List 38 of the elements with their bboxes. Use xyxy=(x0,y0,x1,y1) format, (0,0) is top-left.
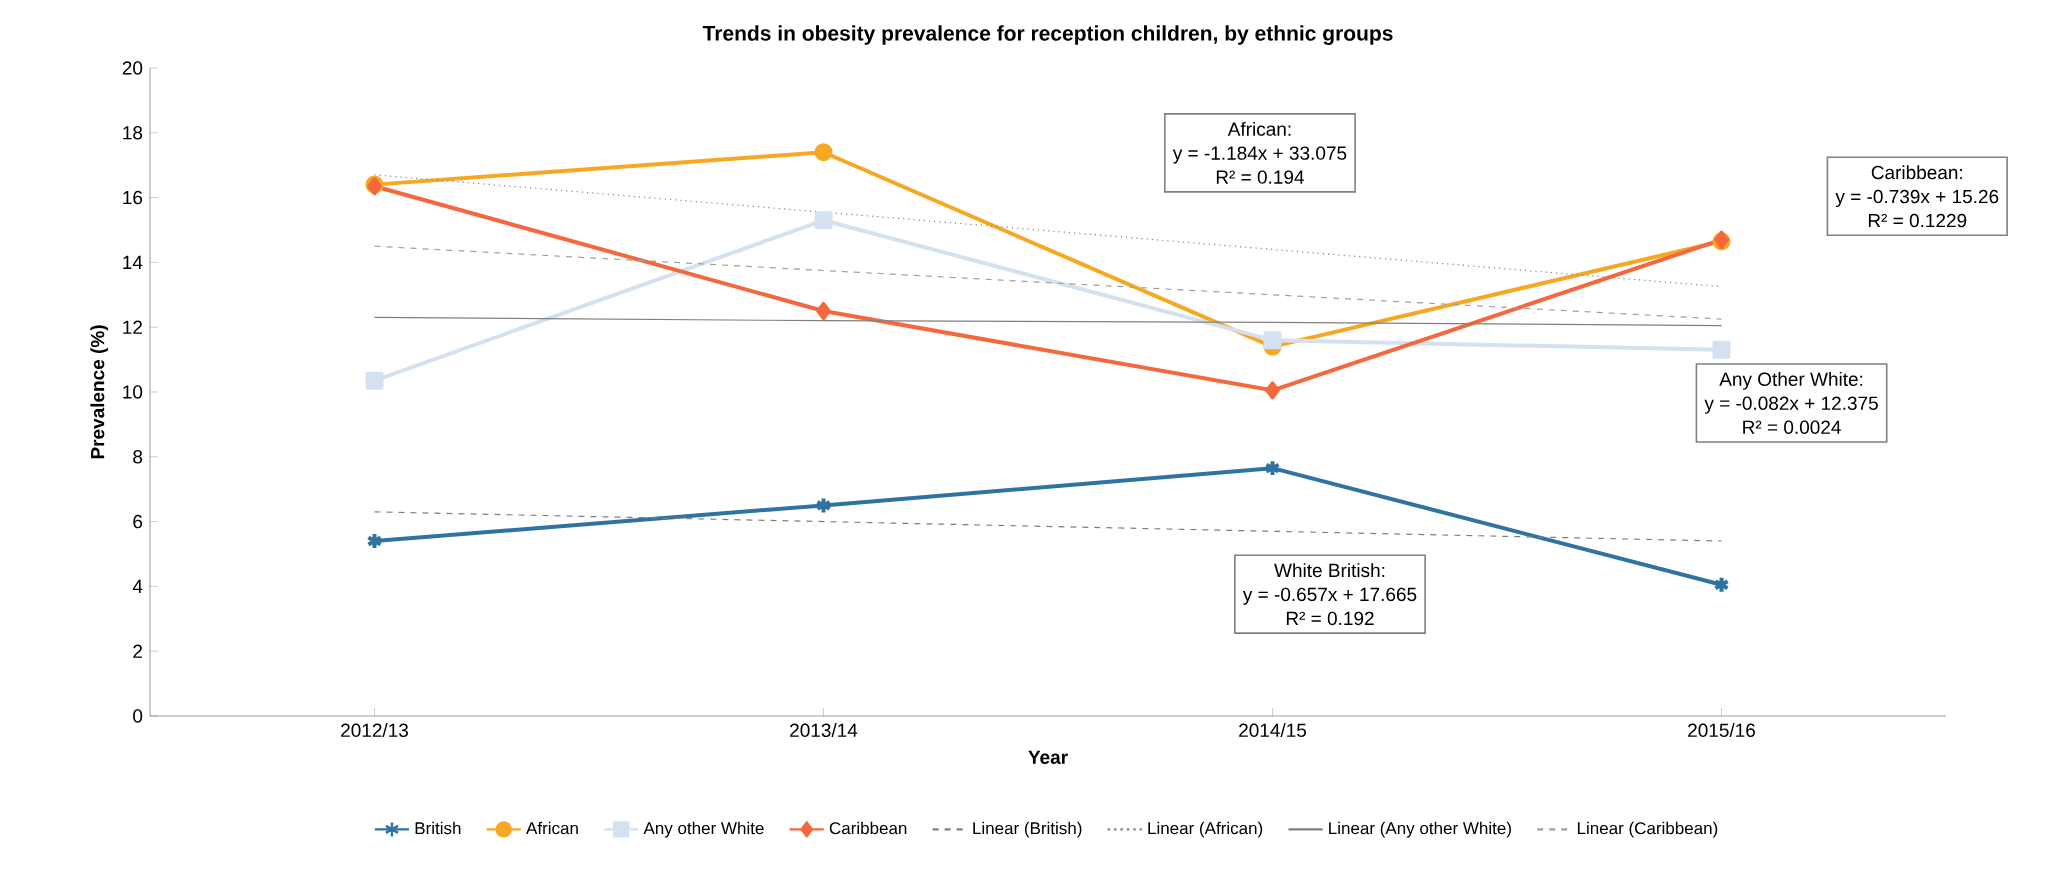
legend-label: Any other White xyxy=(643,821,764,838)
legend-label: African xyxy=(526,821,578,835)
annotation: y = -1.184x + 33.075 xyxy=(1172,146,1347,164)
legend-label: Linear (Caribbean) xyxy=(1577,821,1718,838)
annotation: R² = 0.1229 xyxy=(1868,213,1967,228)
y-tick-label: 20 xyxy=(122,61,143,75)
annotation: y = -0.082x + 12.375 xyxy=(1704,396,1878,414)
annotation: White British: xyxy=(1274,563,1385,578)
legend-label: Linear (British) xyxy=(973,821,1082,838)
x-tick-label: 2015/16 xyxy=(1688,723,1755,738)
x-tick-label: 2012/13 xyxy=(341,723,408,738)
chart-title: Trends in obesity prevalence for reception children, by ethnic groups xyxy=(702,25,1393,45)
y-tick-label: 8 xyxy=(133,450,143,464)
x-axis-title: Year xyxy=(1028,750,1068,764)
y-tick-label: 16 xyxy=(123,190,143,205)
y-tick-label: 14 xyxy=(123,255,143,269)
legend-label: Caribbean xyxy=(829,821,907,835)
y-tick-label: 6 xyxy=(133,514,143,529)
y-tick-label: 18 xyxy=(123,126,143,140)
annotation: Any Other White: xyxy=(1719,372,1863,390)
x-tick-label: 2013/14 xyxy=(790,723,858,738)
legend-label: British xyxy=(415,821,461,835)
y-tick-label: 0 xyxy=(133,709,143,723)
annotation: African: xyxy=(1227,121,1291,136)
annotation: Caribbean: xyxy=(1871,165,1962,180)
legend-label: Linear (Any other White) xyxy=(1329,821,1511,838)
y-tick-label: 10 xyxy=(123,385,143,399)
x-tick-label: 2014/15 xyxy=(1239,723,1307,738)
annotation: y = -0.657x + 17.665 xyxy=(1242,587,1417,605)
annotation: R² = 0.194 xyxy=(1216,170,1304,184)
annotation: R² = 0.0024 xyxy=(1743,420,1841,434)
annotation: R² = 0.192 xyxy=(1286,611,1374,626)
y-tick-label: 12 xyxy=(123,320,143,334)
y-tick-label: 2 xyxy=(133,644,143,658)
legend-label: Linear (African) xyxy=(1148,821,1263,838)
y-axis-title: Prevalence (%) xyxy=(90,325,109,459)
annotation: y = -0.739x + 15.26 xyxy=(1835,189,1999,208)
y-tick-label: 4 xyxy=(132,579,143,593)
